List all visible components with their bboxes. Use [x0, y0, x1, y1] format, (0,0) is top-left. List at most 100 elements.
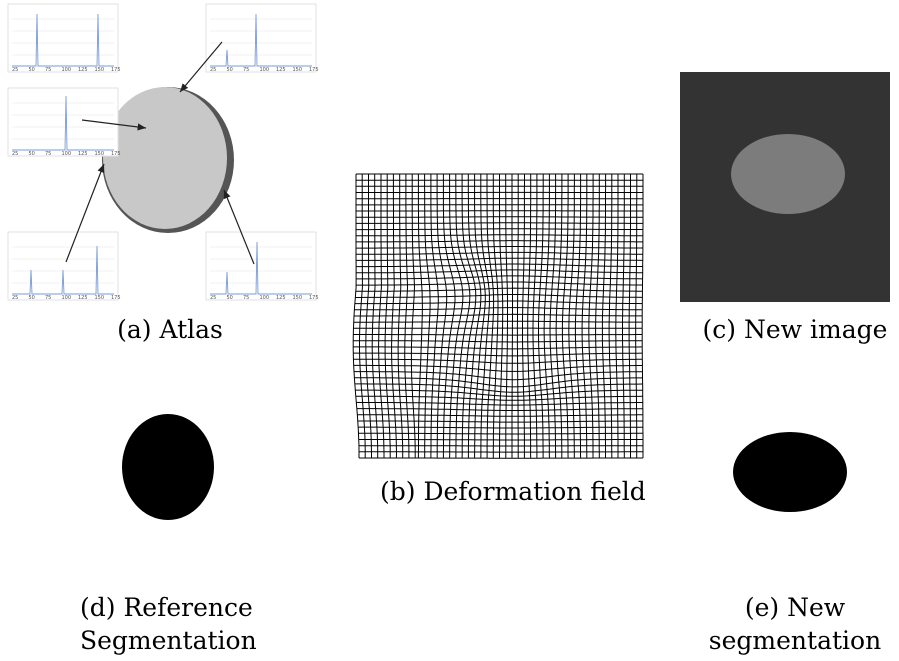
histogram-tick-label: 75: [45, 67, 51, 73]
deformation-field-panel: [352, 170, 647, 462]
histogram-tick-label: 75: [45, 295, 51, 301]
grid-line-horizontal: [353, 352, 643, 357]
grid-line-horizontal: [353, 320, 643, 323]
grid-line-horizontal: [355, 287, 643, 292]
grid-line-horizontal: [357, 414, 643, 417]
histogram-tick-label: 175: [111, 67, 121, 73]
histogram-tick-label: 50: [29, 67, 35, 73]
grid-line-horizontal: [356, 257, 643, 261]
new-segmentation-caption-line1: (e) New: [744, 593, 846, 622]
reference-segmentation-panel: [110, 410, 220, 530]
histogram-tick-label: 125: [78, 295, 88, 301]
histogram-tick-label: 125: [78, 67, 88, 73]
histogram-tick-label: 100: [260, 295, 270, 301]
histogram-tick-label: 175: [111, 151, 121, 157]
histogram-bottom-right: 25 50 75 100 125 150 175: [205, 231, 319, 301]
grid-line-horizontal: [358, 426, 643, 429]
grid-line-horizontal: [354, 371, 643, 381]
grid-line-horizontal: [353, 364, 643, 372]
histogram-tick-label: 25: [210, 67, 216, 73]
histogram-bottom-left: 25 50 75 100 125 150 175: [7, 231, 121, 301]
histogram-tick-label: 50: [227, 295, 233, 301]
histogram-tick-label: 150: [293, 295, 303, 301]
histogram-top-left: 25 50 75 100 125 150 175: [7, 3, 121, 73]
arrow-mid-left: [81, 119, 147, 131]
grid-line-horizontal: [356, 401, 643, 406]
grid-line-horizontal: [354, 313, 643, 317]
grid-line-horizontal: [358, 439, 643, 441]
grid-line-vertical: [641, 174, 644, 458]
grid-line-horizontal: [354, 300, 643, 305]
histogram-tick-label: 75: [243, 295, 249, 301]
atlas-panel: 25 50 75 100 125 150 175 25 50 75 100 125 150 175 25…: [0, 0, 330, 310]
histogram-tick-label: 75: [45, 151, 51, 157]
histogram-tick-label: 100: [62, 67, 72, 73]
atlas-graphic: 25 50 75 100 125 150 175 25 50 75 100 125 150 175 25…: [7, 3, 319, 301]
histogram-tick-label: 150: [95, 67, 105, 73]
grid-line-horizontal: [353, 346, 643, 350]
grid-line-horizontal: [356, 222, 643, 224]
histogram-tick-label: 50: [29, 151, 35, 157]
reference-segmentation-caption-line2: Segmentation: [80, 626, 257, 655]
grid-line-horizontal: [353, 358, 643, 364]
histogram-tick-label: 150: [95, 295, 105, 301]
grid-line-horizontal: [356, 240, 643, 243]
histogram-tick-label: 50: [29, 295, 35, 301]
histogram-tick-label: 100: [62, 295, 72, 301]
histogram-tick-label: 150: [293, 67, 303, 73]
deformation-caption: (b) Deformation field: [380, 477, 646, 506]
arrow-bottom-right: [223, 189, 255, 265]
grid-line-horizontal: [356, 246, 643, 249]
new-image-graphic: [731, 134, 845, 214]
histogram-ticks: 25 50 75 100 125 150 175: [210, 295, 319, 301]
grid-line-horizontal: [354, 307, 643, 311]
new-segmentation-panel: [720, 425, 860, 520]
new-segmentation-caption-line2: segmentation: [708, 626, 882, 655]
histogram-tick-label: 175: [111, 295, 121, 301]
grid-line-horizontal: [356, 228, 643, 231]
arrow-top-right: [179, 41, 223, 93]
new-segmentation-shape: [733, 432, 847, 512]
grid-line-horizontal: [356, 275, 643, 280]
histogram-tick-label: 25: [12, 295, 18, 301]
grid-line-horizontal: [353, 340, 643, 343]
grid-line-horizontal: [354, 377, 643, 388]
histogram-tick-label: 100: [62, 151, 72, 157]
histogram-tick-label: 125: [276, 67, 286, 73]
histogram-tick-label: 100: [260, 67, 270, 73]
new-image-caption: (c) New image: [702, 315, 888, 344]
grid-line-horizontal: [358, 432, 643, 435]
histogram-tick-label: 25: [12, 67, 18, 73]
grid-line-horizontal: [356, 269, 643, 274]
grid-line-horizontal: [356, 408, 643, 411]
grid-line-horizontal: [355, 294, 643, 298]
new-image-ellipse: [731, 134, 845, 214]
histogram-tick-label: 25: [210, 295, 216, 301]
grid-line-horizontal: [357, 420, 643, 423]
histogram-tick-label: 175: [309, 295, 319, 301]
histogram-tick-label: 125: [276, 295, 286, 301]
grid-line-horizontal: [356, 263, 643, 268]
grid-line-horizontal: [355, 389, 643, 397]
grid-line-horizontal: [355, 395, 643, 401]
histogram-tick-label: 150: [95, 151, 105, 157]
histogram-tick-label: 125: [78, 151, 88, 157]
deformation-grid: [352, 173, 644, 459]
histogram-tick-label: 50: [227, 67, 233, 73]
histogram-tick-label: 25: [12, 151, 18, 157]
arrow-bottom-left: [65, 163, 105, 263]
atlas-caption: (a) Atlas: [117, 315, 223, 344]
histogram-tick-label: 175: [309, 67, 319, 73]
atlas-disk: [103, 87, 227, 229]
grid-line-horizontal: [356, 251, 643, 255]
histogram-top-right: 25 50 75 100 125 150 175: [205, 3, 319, 73]
histogram-ticks: 25 50 75 100 125 150 175: [210, 67, 319, 73]
reference-segmentation-shape: [122, 414, 214, 520]
grid-line-horizontal: [354, 383, 643, 393]
histogram-ticks: 25 50 75 100 125 150 175: [12, 67, 121, 73]
grid-line-horizontal: [356, 234, 643, 237]
histogram-tick-label: 75: [243, 67, 249, 73]
reference-segmentation-caption-line1: (d) Reference: [80, 593, 253, 622]
grid-line-horizontal: [356, 281, 643, 286]
grid-line-horizontal: [353, 334, 643, 336]
